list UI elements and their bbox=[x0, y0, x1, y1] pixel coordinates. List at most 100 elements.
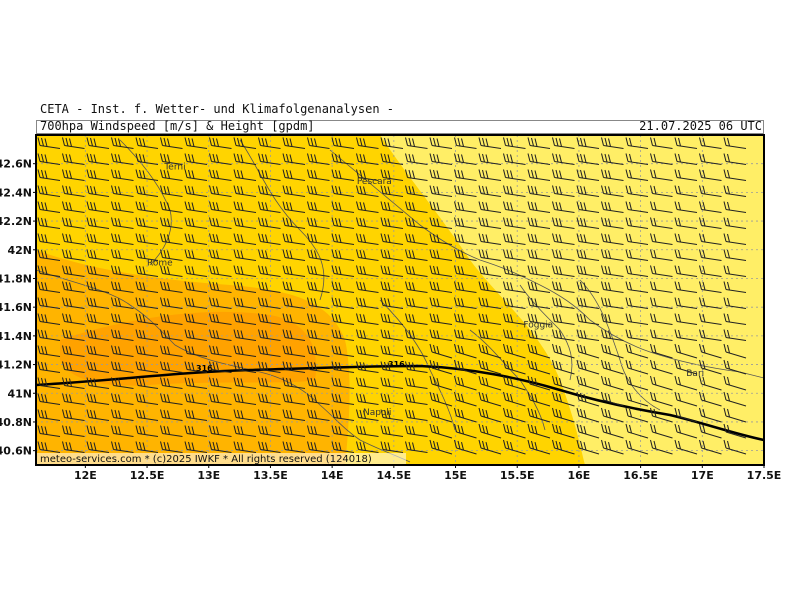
wind-barb bbox=[356, 345, 379, 357]
wind-barb bbox=[380, 297, 404, 309]
wind-barb bbox=[674, 313, 698, 325]
wind-barb bbox=[209, 425, 232, 437]
wind-barb bbox=[111, 377, 134, 389]
wind-barb bbox=[478, 329, 502, 341]
wind-barb bbox=[135, 185, 159, 197]
wind-barb bbox=[37, 137, 61, 149]
wind-barb bbox=[37, 377, 61, 389]
wind-barb bbox=[650, 249, 673, 261]
wind-barb bbox=[135, 409, 159, 421]
wind-barb bbox=[674, 217, 698, 229]
wind-barb bbox=[723, 313, 747, 325]
wind-barb bbox=[282, 233, 306, 245]
wind-barb bbox=[723, 249, 747, 261]
wind-barb bbox=[601, 265, 624, 277]
wind-barb bbox=[331, 329, 355, 341]
wind-barb bbox=[233, 297, 257, 309]
wind-barb bbox=[503, 297, 526, 309]
wind-barb bbox=[135, 201, 159, 213]
wind-barb bbox=[478, 281, 502, 293]
wind-barb bbox=[331, 233, 355, 245]
wind-barb bbox=[478, 297, 502, 309]
wind-barb bbox=[356, 361, 379, 373]
wind-barb bbox=[552, 359, 575, 375]
wind-barb bbox=[576, 297, 600, 309]
wind-barb bbox=[307, 313, 330, 325]
lon-tick-label: 16E bbox=[568, 469, 591, 482]
wind-barb bbox=[674, 233, 698, 245]
wind-barb bbox=[209, 409, 232, 421]
wind-barb bbox=[454, 313, 477, 325]
wind-barb bbox=[527, 169, 551, 181]
wind-barb bbox=[307, 249, 330, 261]
wind-barb bbox=[86, 153, 110, 165]
wind-barb bbox=[111, 345, 134, 357]
wind-barb bbox=[405, 409, 428, 421]
latitude-axis: 42.6N 42.4N 42.2N 42N 41.8N 41.6N 41.4N 41.2N 41… bbox=[0, 158, 36, 458]
map-area: 316 316 Terni Pescara Rome Foggia Bari Napoli… bbox=[36, 135, 764, 465]
lon-tick-label: 16.5E bbox=[623, 469, 658, 482]
wind-barb bbox=[184, 329, 208, 341]
wind-barb bbox=[380, 329, 404, 341]
wind-barb bbox=[674, 391, 698, 407]
credit-strip bbox=[36, 453, 406, 464]
wind-barb bbox=[478, 439, 502, 455]
wind-barb bbox=[576, 359, 600, 375]
wind-barb bbox=[258, 185, 281, 197]
wind-barb bbox=[331, 137, 355, 149]
subtitle-box bbox=[36, 120, 764, 134]
wind-barb bbox=[527, 249, 551, 261]
wind-barb bbox=[552, 233, 575, 245]
wind-barb bbox=[111, 137, 134, 149]
wind-barb bbox=[723, 297, 747, 309]
wind-barb bbox=[37, 361, 61, 373]
wind-barb bbox=[503, 375, 526, 391]
wind-barb bbox=[380, 185, 404, 197]
wind-barb bbox=[282, 249, 306, 261]
wind-barb bbox=[723, 407, 747, 423]
wind-barb bbox=[86, 137, 110, 149]
wind-barb bbox=[282, 217, 306, 229]
wind-barb bbox=[356, 313, 379, 325]
wind-barb bbox=[209, 265, 232, 277]
wind-barb bbox=[405, 281, 428, 293]
wind-barb bbox=[184, 441, 208, 453]
wind-barb bbox=[86, 233, 110, 245]
wind-barb bbox=[699, 249, 722, 261]
longitude-axis: 12E 12.5E 13E 13.5E 14E 14.5E 15E 15.5E 16E 16.5E… bbox=[74, 465, 781, 482]
wind-barb bbox=[86, 409, 110, 421]
wind-barb bbox=[503, 359, 526, 375]
wind-barb bbox=[209, 185, 232, 197]
wind-barb bbox=[62, 265, 85, 277]
wind-barb bbox=[233, 377, 257, 389]
wind-barb bbox=[674, 201, 698, 213]
wind-barb bbox=[282, 377, 306, 389]
wind-barb bbox=[552, 217, 575, 229]
lat-tick-label: 41.8N bbox=[0, 272, 32, 285]
wind-barb bbox=[160, 217, 183, 229]
wind-barb bbox=[454, 343, 477, 359]
wind-barb bbox=[601, 201, 624, 213]
wind-barb bbox=[135, 217, 159, 229]
wind-barb bbox=[601, 297, 624, 309]
wind-barb bbox=[380, 361, 404, 373]
wind-barb bbox=[135, 329, 159, 341]
wind-barb bbox=[405, 185, 428, 197]
wind-barb bbox=[184, 153, 208, 165]
wind-barb bbox=[307, 185, 330, 197]
wind-barb bbox=[723, 375, 747, 391]
wind-barb bbox=[184, 169, 208, 181]
wind-barb bbox=[184, 345, 208, 357]
wind-barb bbox=[111, 185, 134, 197]
wind-barb bbox=[209, 249, 232, 261]
wind-barb bbox=[429, 169, 453, 181]
wind-barb bbox=[258, 441, 281, 453]
wind-barb bbox=[723, 137, 747, 149]
wind-barb bbox=[331, 393, 355, 405]
wind-barb bbox=[405, 425, 428, 437]
wind-barb bbox=[552, 297, 575, 309]
wind-barb bbox=[723, 153, 747, 165]
wind-barb bbox=[37, 217, 61, 229]
wind-barb bbox=[258, 265, 281, 277]
wind-barb bbox=[62, 297, 85, 309]
